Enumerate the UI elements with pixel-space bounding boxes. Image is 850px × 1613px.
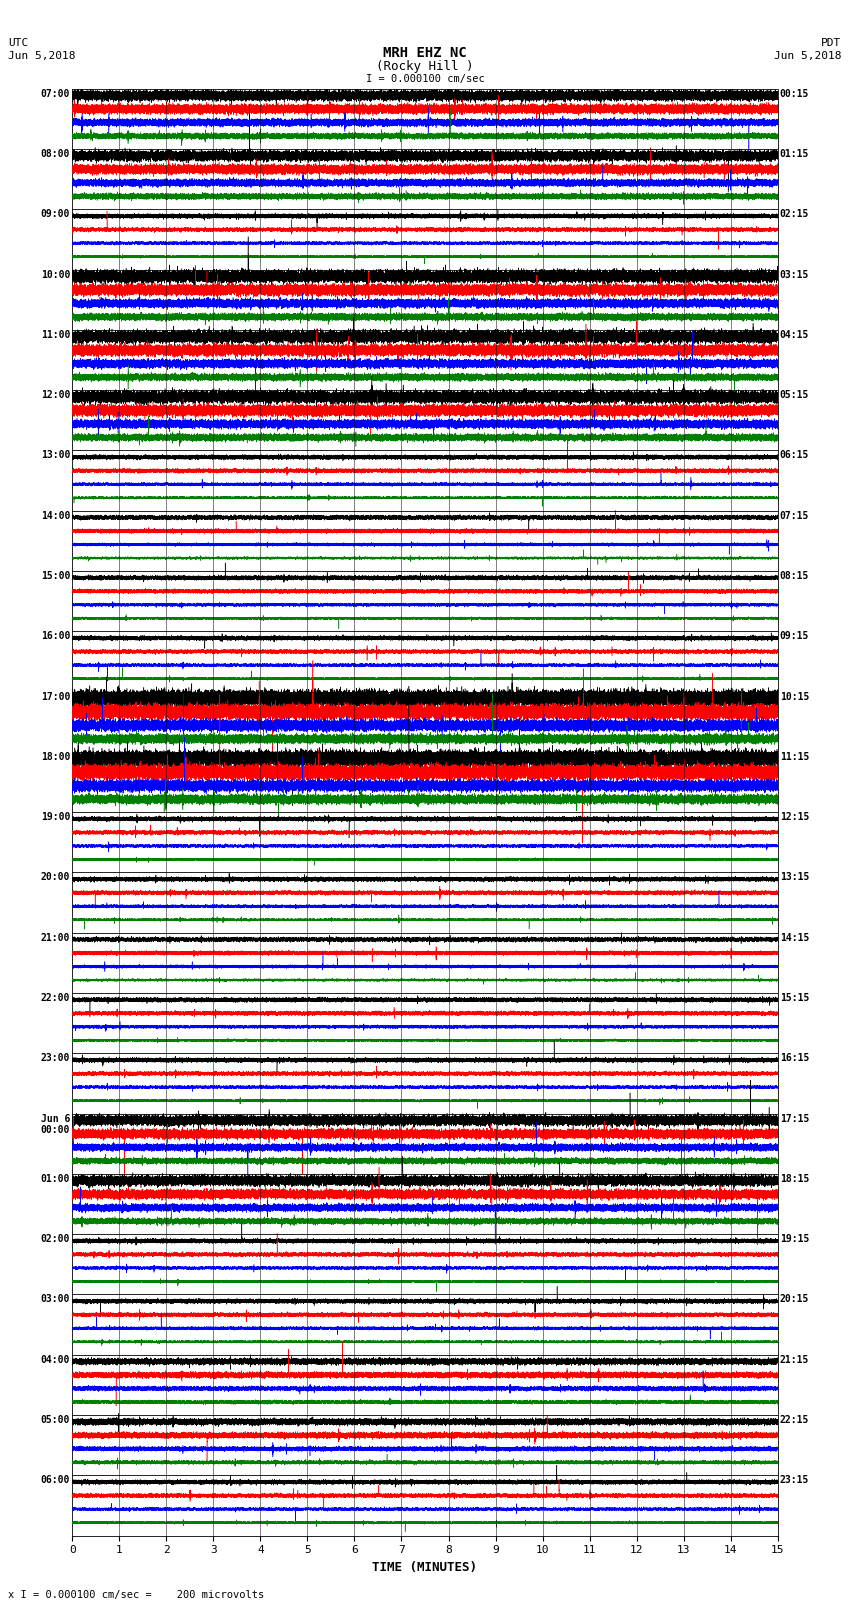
Text: 12:00: 12:00 (41, 390, 71, 400)
Text: 02:00: 02:00 (41, 1234, 71, 1244)
Text: 09:15: 09:15 (779, 631, 809, 642)
Text: 09:00: 09:00 (41, 210, 71, 219)
Text: 17:15: 17:15 (779, 1113, 809, 1124)
Text: 10:15: 10:15 (779, 692, 809, 702)
Text: 13:00: 13:00 (41, 450, 71, 460)
Text: (Rocky Hill ): (Rocky Hill ) (377, 60, 473, 73)
Text: 11:15: 11:15 (779, 752, 809, 761)
Text: 07:00: 07:00 (41, 89, 71, 98)
Text: 20:15: 20:15 (779, 1294, 809, 1305)
Text: 06:00: 06:00 (41, 1476, 71, 1486)
Text: 10:00: 10:00 (41, 269, 71, 279)
Text: 05:00: 05:00 (41, 1415, 71, 1424)
Text: 04:00: 04:00 (41, 1355, 71, 1365)
Text: 16:00: 16:00 (41, 631, 71, 642)
Text: 22:00: 22:00 (41, 994, 71, 1003)
Text: 03:00: 03:00 (41, 1294, 71, 1305)
X-axis label: TIME (MINUTES): TIME (MINUTES) (372, 1561, 478, 1574)
Text: 20:00: 20:00 (41, 873, 71, 882)
Text: 14:15: 14:15 (779, 932, 809, 942)
Text: 23:15: 23:15 (779, 1476, 809, 1486)
Text: 19:15: 19:15 (779, 1234, 809, 1244)
Text: 00:15: 00:15 (779, 89, 809, 98)
Text: 01:00: 01:00 (41, 1174, 71, 1184)
Text: Jun 5,2018: Jun 5,2018 (774, 52, 842, 61)
Text: 03:15: 03:15 (779, 269, 809, 279)
Text: 07:15: 07:15 (779, 511, 809, 521)
Text: 18:15: 18:15 (779, 1174, 809, 1184)
Text: PDT: PDT (821, 39, 842, 48)
Text: 11:00: 11:00 (41, 331, 71, 340)
Text: MRH EHZ NC: MRH EHZ NC (383, 47, 467, 60)
Text: UTC: UTC (8, 39, 29, 48)
Text: 05:15: 05:15 (779, 390, 809, 400)
Text: 23:00: 23:00 (41, 1053, 71, 1063)
Text: 22:15: 22:15 (779, 1415, 809, 1424)
Text: 18:00: 18:00 (41, 752, 71, 761)
Text: 19:00: 19:00 (41, 813, 71, 823)
Text: I = 0.000100 cm/sec: I = 0.000100 cm/sec (366, 74, 484, 84)
Text: 01:15: 01:15 (779, 148, 809, 160)
Text: 21:00: 21:00 (41, 932, 71, 942)
Text: 08:00: 08:00 (41, 148, 71, 160)
Text: 08:15: 08:15 (779, 571, 809, 581)
Text: 13:15: 13:15 (779, 873, 809, 882)
Text: 16:15: 16:15 (779, 1053, 809, 1063)
Text: 17:00: 17:00 (41, 692, 71, 702)
Text: 15:00: 15:00 (41, 571, 71, 581)
Text: x I = 0.000100 cm/sec =    200 microvolts: x I = 0.000100 cm/sec = 200 microvolts (8, 1590, 264, 1600)
Text: 02:15: 02:15 (779, 210, 809, 219)
Text: 15:15: 15:15 (779, 994, 809, 1003)
Text: 14:00: 14:00 (41, 511, 71, 521)
Text: Jun 6
00:00: Jun 6 00:00 (41, 1113, 71, 1136)
Text: Jun 5,2018: Jun 5,2018 (8, 52, 76, 61)
Text: 21:15: 21:15 (779, 1355, 809, 1365)
Text: 12:15: 12:15 (779, 813, 809, 823)
Text: 04:15: 04:15 (779, 331, 809, 340)
Text: 06:15: 06:15 (779, 450, 809, 460)
